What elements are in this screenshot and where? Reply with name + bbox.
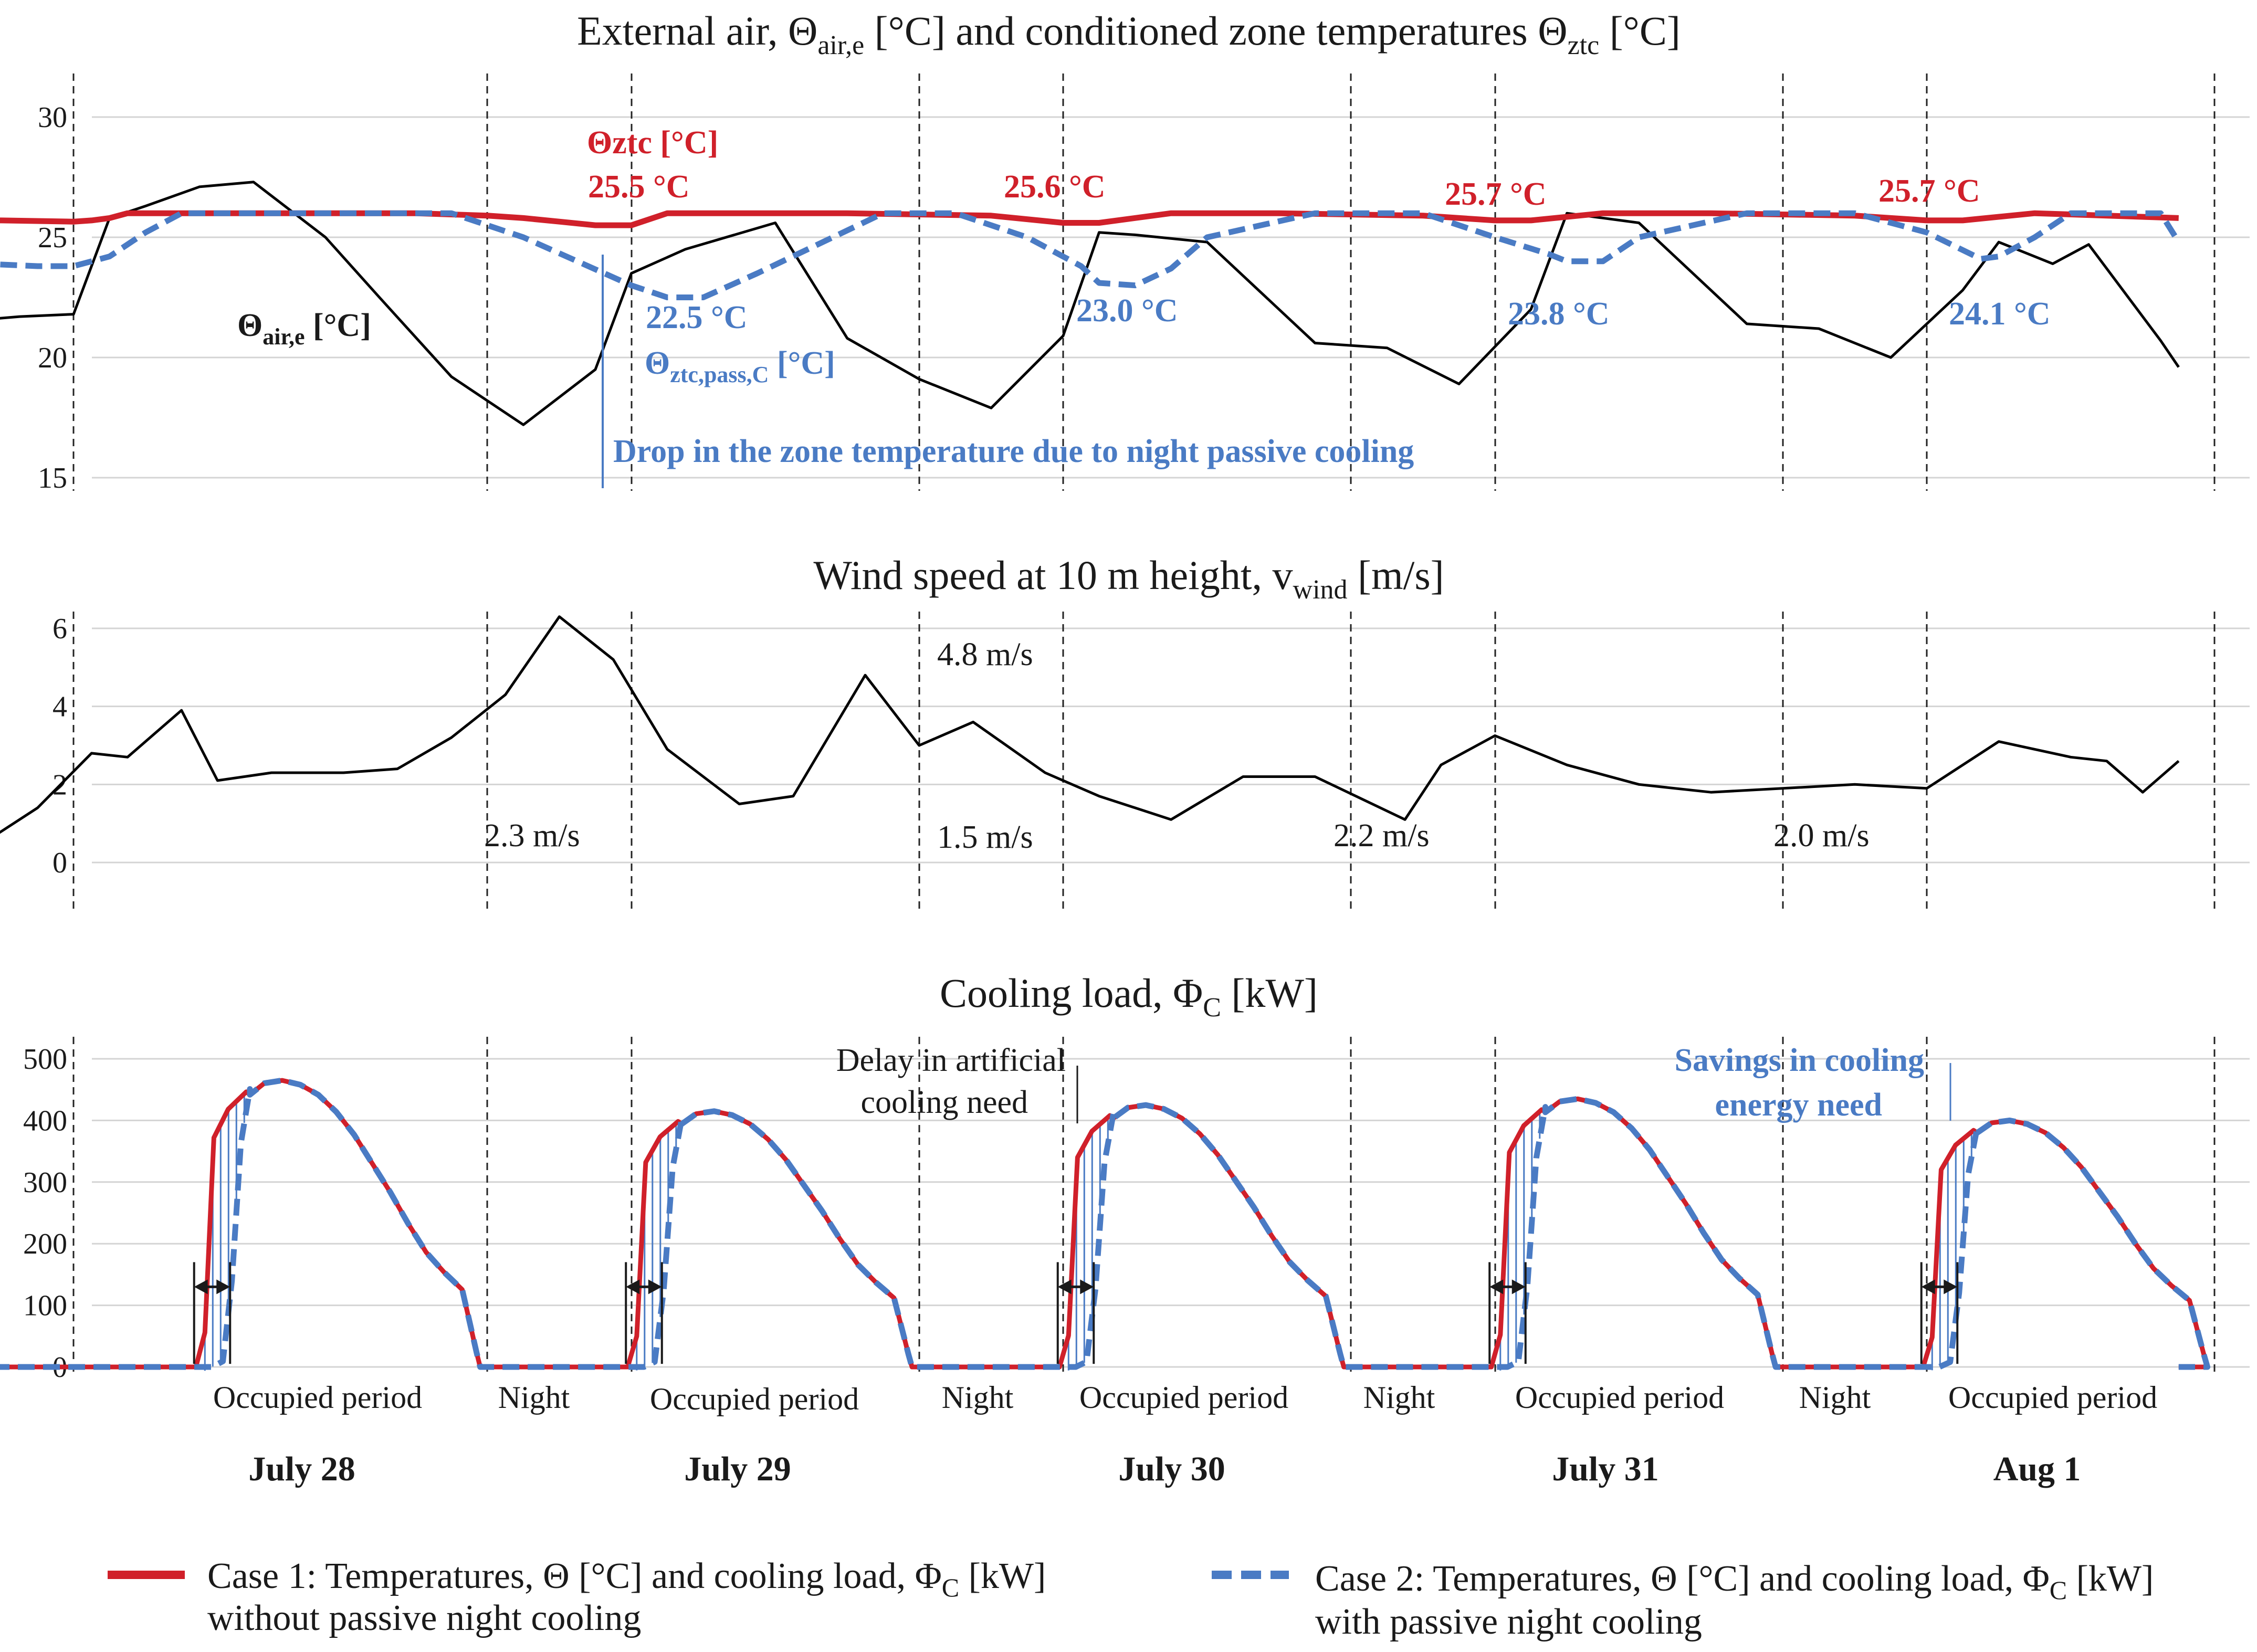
wind-value-night1: 2.3 m/s xyxy=(484,818,580,854)
y-tick-200: 200 xyxy=(23,1228,67,1260)
ztc-value-july30: 25.7 °C xyxy=(1445,176,1547,212)
wind-panel: Wind speed at 10 m height, vwind [m/s] 0… xyxy=(0,552,2250,911)
air-temp-label: Θair,e [°C] xyxy=(237,308,371,350)
legend-case1-line2: without passive night cooling xyxy=(207,1598,641,1638)
period-occupied-1: Occupied period xyxy=(213,1380,422,1415)
delay-arrow-head-right xyxy=(1080,1279,1094,1295)
temperature-panel: External air, Θair,e [°C] and conditione… xyxy=(0,8,2250,494)
wind-value-night4: 2.0 m/s xyxy=(1773,818,1870,854)
delay-arrow-head-left xyxy=(1921,1279,1935,1295)
y-tick-25: 25 xyxy=(38,222,67,254)
y-tick-4: 4 xyxy=(53,691,67,723)
delay-arrow-head-right xyxy=(216,1279,230,1295)
ztc-value-july31: 25.7 °C xyxy=(1878,173,1980,209)
day-label-july30: July 30 xyxy=(1118,1450,1225,1488)
period-occupied-2: Occupied period xyxy=(650,1382,859,1416)
y-tick-400: 400 xyxy=(23,1104,67,1137)
period-night-1: Night xyxy=(498,1380,570,1415)
period-night-4: Night xyxy=(1799,1380,1871,1415)
legend: Case 1: Temperatures, Θ [°C] and cooling… xyxy=(108,1556,2154,1642)
delay-arrow-head-left xyxy=(1489,1279,1504,1295)
delay-note-line2: cooling need xyxy=(860,1085,1028,1120)
y-tick-15: 15 xyxy=(38,462,67,494)
wind-value-night2: 1.5 m/s xyxy=(937,819,1033,855)
air-temperature-line xyxy=(0,181,2180,426)
y-tick-20: 20 xyxy=(38,342,67,374)
period-occupied-3: Occupied period xyxy=(1079,1380,1288,1415)
period-occupied-5: Occupied period xyxy=(1948,1380,2157,1415)
delay-arrow-head-right xyxy=(648,1279,662,1295)
delay-arrow-head-right xyxy=(1944,1279,1958,1295)
case1-zone-temperature-line xyxy=(0,210,2179,228)
cooling-panel-title: Cooling load, ΦC [kW] xyxy=(940,970,1318,1023)
delay-arrow-head-left xyxy=(626,1279,640,1295)
ztc-label: Θztc [°C] xyxy=(587,125,718,161)
day-label-july31: July 31 xyxy=(1552,1450,1659,1488)
pass-value-july28: 22.5 °C xyxy=(646,300,748,335)
pass-value-july31: 24.1 °C xyxy=(1949,296,2051,332)
y-tick-0: 0 xyxy=(53,847,67,879)
temperature-panel-title: External air, Θair,e [°C] and conditione… xyxy=(577,8,1681,60)
legend-case2-line1: Case 2: Temperatures, Θ [°C] and cooling… xyxy=(1315,1559,2154,1605)
savings-note-line2: energy need xyxy=(1715,1087,1882,1123)
delay-arrow-head-right xyxy=(1511,1279,1526,1295)
ztc-value-july29: 25.6 °C xyxy=(1004,169,1106,205)
y-tick-100: 100 xyxy=(23,1290,67,1322)
legend-case2-line2: with passive night cooling xyxy=(1315,1602,1702,1642)
period-night-3: Night xyxy=(1363,1380,1435,1415)
delay-note-line1: Delay in artificial xyxy=(836,1043,1066,1078)
wind-panel-title: Wind speed at 10 m height, vwind [m/s] xyxy=(813,552,1444,605)
period-night-2: Night xyxy=(942,1380,1014,1415)
savings-note-line1: Savings in cooling xyxy=(1675,1043,1924,1078)
wind-speed-line xyxy=(0,615,2180,834)
case1-cooling-load-line xyxy=(0,1078,2210,1370)
y-tick-6: 6 xyxy=(53,613,67,645)
case2-cooling-load-line xyxy=(0,1077,2211,1370)
y-tick-500: 500 xyxy=(23,1043,67,1076)
drop-note: Drop in the zone temperature due to nigh… xyxy=(613,434,1414,469)
pass-value-july29: 23.0 °C xyxy=(1076,293,1178,329)
y-tick-300: 300 xyxy=(23,1166,67,1199)
period-occupied-4: Occupied period xyxy=(1515,1380,1724,1415)
legend-case1-line1: Case 1: Temperatures, Θ [°C] and cooling… xyxy=(207,1556,1046,1602)
day-label-aug1: Aug 1 xyxy=(1993,1450,2081,1488)
y-tick-30: 30 xyxy=(38,101,67,134)
pass-value-july30: 23.8 °C xyxy=(1508,296,1610,332)
delay-arrow-head-left xyxy=(1057,1279,1072,1295)
pass-temp-label: Θztc,pass,C [°C] xyxy=(645,345,835,387)
delay-arrow-head-left xyxy=(194,1279,208,1295)
case2-zone-temperature-line xyxy=(0,210,2181,300)
ztc-value-july28: 25.5 °C xyxy=(588,169,690,205)
wind-value-peak: 4.8 m/s xyxy=(937,637,1033,672)
day-label-july28: July 28 xyxy=(248,1450,355,1488)
day-label-july29: July 29 xyxy=(684,1450,791,1488)
wind-value-night3: 2.2 m/s xyxy=(1334,818,1430,854)
